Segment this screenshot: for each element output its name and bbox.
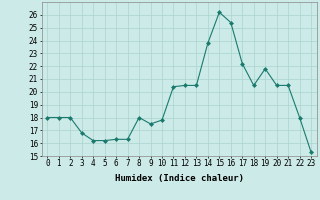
X-axis label: Humidex (Indice chaleur): Humidex (Indice chaleur) bbox=[115, 174, 244, 183]
